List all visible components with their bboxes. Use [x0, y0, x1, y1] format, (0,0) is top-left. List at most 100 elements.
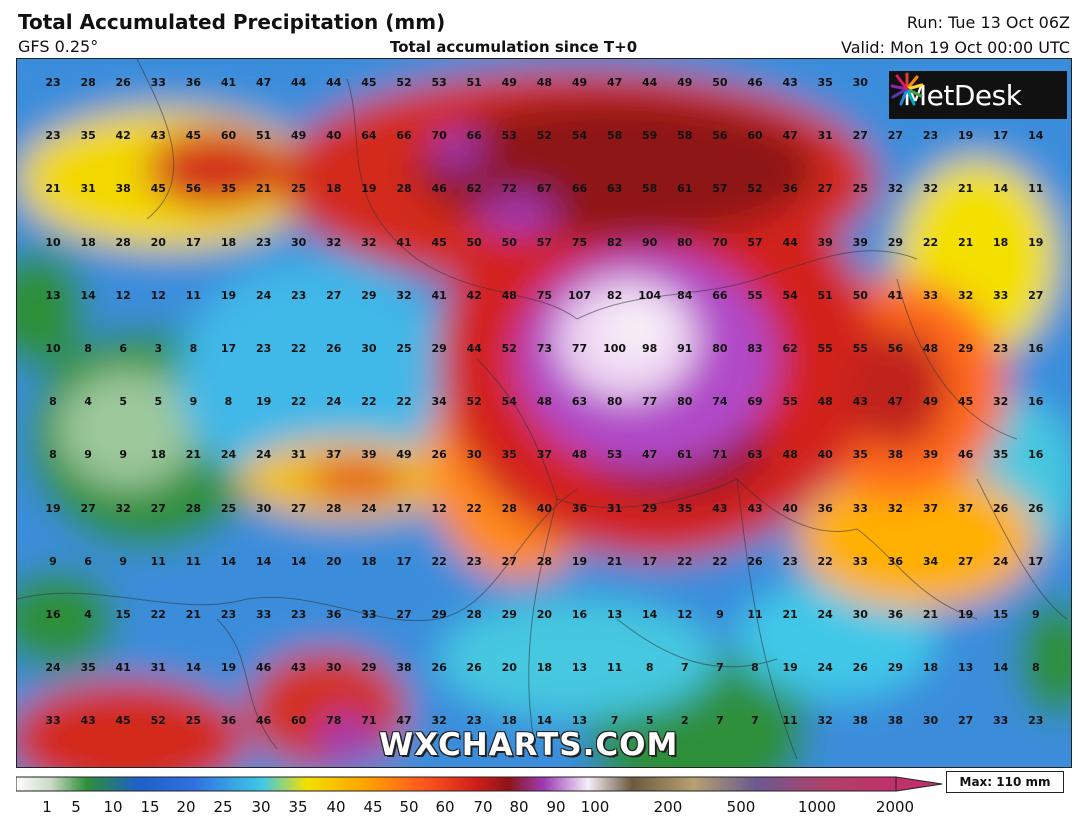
- grid-value: 33: [922, 288, 939, 302]
- grid-value: 50: [712, 76, 728, 89]
- grid-value: 30: [361, 342, 377, 355]
- run-label: Run: Tue 13 Oct 06Z: [906, 13, 1070, 32]
- grid-value: 18: [326, 182, 342, 196]
- grid-value: 39: [922, 448, 939, 462]
- grid-value: 30: [852, 608, 868, 621]
- grid-value: 26: [1028, 501, 1044, 515]
- grid-value: 36: [782, 182, 798, 196]
- grid-value: 29: [887, 661, 904, 675]
- grid-value: 16: [1028, 448, 1044, 462]
- chart-subtitle: Total accumulation since T+0: [390, 38, 638, 56]
- grid-value: 42: [115, 129, 131, 143]
- grid-value: 16: [45, 608, 61, 621]
- grid-value: 35: [677, 501, 693, 515]
- grid-value: 28: [80, 76, 96, 89]
- grid-value: 28: [536, 554, 553, 568]
- grid-value: 34: [922, 554, 939, 568]
- grid-value: 15: [993, 608, 1009, 621]
- grid-value: 63: [571, 395, 588, 409]
- grid-value: 51: [255, 129, 272, 143]
- grid-value: 9: [119, 554, 128, 568]
- grid-value: 8: [751, 661, 759, 675]
- grid-value: 15: [115, 608, 131, 621]
- grid-value: 45: [361, 76, 377, 89]
- grid-value: 43: [852, 395, 868, 409]
- grid-value: 80: [677, 395, 693, 409]
- watermark: WXCHARTS.COM: [379, 727, 679, 763]
- grid-value: 25: [220, 501, 237, 515]
- grid-value: 18: [993, 235, 1009, 249]
- scale-tick-label: 30: [251, 798, 271, 816]
- grid-value: 32: [115, 501, 131, 515]
- grid-value: 33: [852, 501, 868, 515]
- grid-value: 17: [642, 554, 658, 568]
- model-label: GFS 0.25°: [18, 37, 99, 56]
- grid-value: 8: [49, 395, 57, 409]
- grid-value: 10: [45, 342, 61, 355]
- grid-value: 14: [993, 661, 1009, 675]
- grid-value: 47: [782, 129, 798, 143]
- grid-value: 67: [536, 182, 553, 196]
- grid-value: 23: [782, 554, 798, 568]
- grid-value: 24: [361, 501, 377, 515]
- grid-value: 75: [571, 235, 588, 249]
- grid-value: 60: [291, 714, 307, 728]
- grid-value: 82: [606, 288, 623, 302]
- grid-value: 22: [361, 395, 377, 409]
- grid-value: 21: [957, 235, 974, 249]
- grid-value: 73: [536, 342, 553, 355]
- grid-value: 43: [291, 661, 307, 675]
- grid-value: 66: [396, 129, 412, 143]
- grid-value: 16: [1028, 342, 1044, 355]
- grid-value: 23: [993, 342, 1009, 355]
- grid-value: 33: [852, 554, 868, 568]
- scale-tick-label: 40: [326, 798, 346, 816]
- grid-value: 80: [606, 395, 623, 409]
- grid-value: 22: [291, 342, 307, 355]
- grid-value: 19: [782, 661, 798, 675]
- grid-value: 32: [957, 288, 974, 302]
- grid-value: 54: [571, 129, 588, 143]
- grid-value: 32: [396, 288, 412, 302]
- grid-value: 47: [606, 76, 623, 89]
- max-value-box: Max: 110 mm: [946, 771, 1064, 793]
- grid-value: 36: [887, 608, 904, 621]
- scale-tick-label: 100: [580, 798, 610, 816]
- grid-value: 22: [396, 395, 412, 409]
- grid-value: 55: [817, 342, 833, 355]
- grid-value: 43: [712, 501, 728, 515]
- grid-value: 21: [606, 554, 623, 568]
- grid-value: 77: [642, 395, 658, 409]
- grid-value: 35: [220, 182, 237, 196]
- grid-value: 5: [645, 714, 654, 728]
- grid-value: 31: [150, 661, 166, 675]
- grid-value: 84: [677, 288, 693, 302]
- grid-value: 50: [466, 235, 482, 249]
- grid-value: 19: [361, 182, 377, 196]
- color-scale-bar: [16, 776, 943, 792]
- grid-value: 8: [49, 448, 57, 462]
- grid-value: 53: [501, 129, 517, 143]
- chart-title: Total Accumulated Precipitation (mm): [18, 10, 446, 34]
- grid-value: 104: [638, 288, 662, 302]
- grid-value: 69: [747, 395, 763, 409]
- scale-arrow: [895, 776, 943, 792]
- grid-value: 25: [185, 714, 202, 728]
- grid-value: 22: [466, 501, 482, 515]
- grid-value: 14: [220, 554, 237, 568]
- precipitation-map: 23 28 26 33 36 41 47 44 44 45 52 53 51 49 48 49 47 44 49 50…: [16, 58, 1072, 768]
- scale-tick-label: 25: [213, 798, 233, 816]
- metdesk-burst-icon: [890, 72, 924, 106]
- grid-value: 33: [361, 608, 377, 621]
- grid-value: 26: [115, 76, 131, 89]
- grid-value: 23: [466, 714, 482, 728]
- grid-value: 28: [185, 501, 202, 515]
- grid-value: 45: [957, 395, 974, 409]
- grid-value: 22: [291, 395, 307, 409]
- grid-value: 8: [189, 342, 198, 355]
- grid-value: 13: [571, 714, 588, 728]
- grid-value: 44: [326, 76, 342, 89]
- grid-value: 11: [1028, 182, 1044, 196]
- grid-value: 107: [568, 288, 591, 302]
- grid-value: 58: [606, 129, 623, 143]
